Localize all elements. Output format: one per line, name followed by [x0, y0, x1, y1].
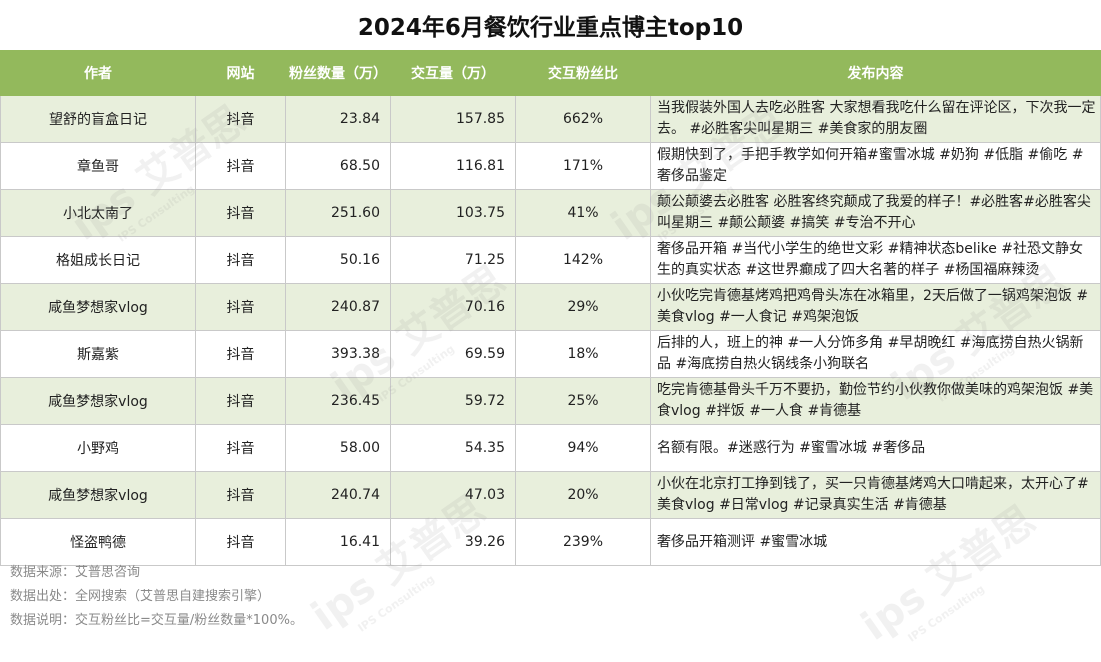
- table-row: 怪盗鸭德 抖音 16.41 39.26 239% 奢侈品开箱测评 #蜜雪冰城: [0, 518, 1101, 566]
- fans-cell: 16.41: [285, 518, 391, 566]
- column-header-author: 作者: [0, 50, 196, 96]
- interactions-cell: 59.72: [390, 377, 516, 425]
- site-cell: 抖音: [195, 142, 286, 190]
- author-cell: 章鱼哥: [0, 142, 196, 190]
- interactions-cell: 54.35: [390, 424, 516, 472]
- interactions-cell: 47.03: [390, 471, 516, 519]
- interactions-cell: 69.59: [390, 330, 516, 378]
- author-cell: 咸鱼梦想家vlog: [0, 377, 196, 425]
- table-row: 小野鸡 抖音 58.00 54.35 94% 名额有限。#迷惑行为 #蜜雪冰城 #奢侈品: [0, 424, 1101, 472]
- fans-cell: 50.16: [285, 236, 391, 284]
- table-row: 章鱼哥 抖音 68.50 116.81 171% 假期快到了，手把手教学如何开箱#蜜雪冰城…: [0, 142, 1101, 190]
- ratio-cell: 94%: [515, 424, 651, 472]
- content-cell: 小伙在北京打工挣到钱了，买一只肯德基烤鸡大口啃起来，太开心了#美食vlog #日…: [650, 471, 1101, 519]
- author-cell: 小北太南了: [0, 189, 196, 237]
- author-cell: 望舒的盲盒日记: [0, 95, 196, 143]
- site-cell: 抖音: [195, 330, 286, 378]
- interactions-cell: 71.25: [390, 236, 516, 284]
- table-row: 小北太南了 抖音 251.60 103.75 41% 颠公颠婆去必胜客 必胜客终究颠成了我…: [0, 189, 1101, 237]
- interactions-cell: 157.85: [390, 95, 516, 143]
- column-header-interactions: 交互量（万）: [390, 50, 516, 96]
- author-cell: 小野鸡: [0, 424, 196, 472]
- column-header-ratio: 交互粉丝比: [515, 50, 651, 96]
- footer-note: 数据说明：交互粉丝比=交互量/粉丝数量*100%。: [10, 613, 303, 628]
- table-row: 斯嘉紫 抖音 393.38 69.59 18% 后排的人，班上的神 #一人分饰多角 #早胡…: [0, 330, 1101, 378]
- author-cell: 咸鱼梦想家vlog: [0, 471, 196, 519]
- ratio-cell: 20%: [515, 471, 651, 519]
- blogger-table: 作者 网站 粉丝数量（万） 交互量（万） 交互粉丝比 发布内容 望舒的盲盒日记抖…: [0, 50, 1101, 566]
- ratio-cell: 171%: [515, 142, 651, 190]
- content-cell: 小伙吃完肯德基烤鸡把鸡骨头冻在冰箱里，2天后做了一锅鸡架泡饭 #美食vlog #…: [650, 283, 1101, 331]
- table-body: 望舒的盲盒日记 抖音 23.84 157.85 662% 当我假装外国人去吃必胜客 大家想…: [0, 95, 1101, 566]
- column-header-fans: 粉丝数量（万）: [285, 50, 391, 96]
- ratio-cell: 662%: [515, 95, 651, 143]
- author-cell: 斯嘉紫: [0, 330, 196, 378]
- ratio-cell: 239%: [515, 518, 651, 566]
- site-cell: 抖音: [195, 283, 286, 331]
- fans-cell: 58.00: [285, 424, 391, 472]
- table-row: 咸鱼梦想家vlog 抖音 240.74 47.03 20% 小伙在北京打工挣到钱了，买一只…: [0, 471, 1101, 519]
- ratio-cell: 29%: [515, 283, 651, 331]
- site-cell: 抖音: [195, 424, 286, 472]
- ratio-cell: 142%: [515, 236, 651, 284]
- fans-cell: 393.38: [285, 330, 391, 378]
- content-cell: 假期快到了，手把手教学如何开箱#蜜雪冰城 #奶狗 #低脂 #偷吃 #奢侈品鉴定: [650, 142, 1101, 190]
- column-header-site: 网站: [195, 50, 286, 96]
- site-cell: 抖音: [195, 236, 286, 284]
- fans-cell: 236.45: [285, 377, 391, 425]
- site-cell: 抖音: [195, 377, 286, 425]
- site-cell: 抖音: [195, 189, 286, 237]
- footer-notes: 数据来源：艾普思咨询 数据出处：全网搜索（艾普思自建搜索引擎） 数据说明：交互粉…: [10, 561, 303, 633]
- content-cell: 奢侈品开箱测评 #蜜雪冰城: [650, 518, 1101, 566]
- fans-cell: 240.87: [285, 283, 391, 331]
- content-cell: 颠公颠婆去必胜客 必胜客终究颠成了我爱的样子！#必胜客#必胜客尖叫星期三 #颠公…: [650, 189, 1101, 237]
- author-cell: 咸鱼梦想家vlog: [0, 283, 196, 331]
- table-header-row: 作者 网站 粉丝数量（万） 交互量（万） 交互粉丝比 发布内容: [0, 50, 1101, 96]
- interactions-cell: 116.81: [390, 142, 516, 190]
- footer-source: 数据来源：艾普思咨询: [10, 565, 141, 580]
- site-cell: 抖音: [195, 518, 286, 566]
- footer-origin: 数据出处：全网搜索（艾普思自建搜索引擎）: [10, 589, 271, 604]
- page-title: 2024年6月餐饮行业重点博主top10: [357, 15, 744, 41]
- fans-cell: 68.50: [285, 142, 391, 190]
- content-cell: 当我假装外国人去吃必胜客 大家想看我吃什么留在评论区，下次我一定去。 #必胜客尖…: [650, 95, 1101, 143]
- author-cell: 格姐成长日记: [0, 236, 196, 284]
- author-cell: 怪盗鸭德: [0, 518, 196, 566]
- site-cell: 抖音: [195, 95, 286, 143]
- ratio-cell: 18%: [515, 330, 651, 378]
- content-cell: 奢侈品开箱 #当代小学生的绝世文彩 #精神状态belike #社恐文静女生的真实…: [650, 236, 1101, 284]
- interactions-cell: 103.75: [390, 189, 516, 237]
- site-cell: 抖音: [195, 471, 286, 519]
- fans-cell: 240.74: [285, 471, 391, 519]
- fans-cell: 251.60: [285, 189, 391, 237]
- interactions-cell: 39.26: [390, 518, 516, 566]
- content-cell: 名额有限。#迷惑行为 #蜜雪冰城 #奢侈品: [650, 424, 1101, 472]
- fans-cell: 23.84: [285, 95, 391, 143]
- ratio-cell: 25%: [515, 377, 651, 425]
- table-row: 咸鱼梦想家vlog 抖音 240.87 70.16 29% 小伙吃完肯德基烤鸡把鸡骨头冻在…: [0, 283, 1101, 331]
- ratio-cell: 41%: [515, 189, 651, 237]
- content-cell: 后排的人，班上的神 #一人分饰多角 #早胡晚红 #海底捞自热火锅新品 #海底捞自…: [650, 330, 1101, 378]
- table-row: 望舒的盲盒日记 抖音 23.84 157.85 662% 当我假装外国人去吃必胜客 大家想…: [0, 95, 1101, 143]
- content-cell: 吃完肯德基骨头千万不要扔，勤俭节约小伙教你做美味的鸡架泡饭 #美食vlog #拌…: [650, 377, 1101, 425]
- interactions-cell: 70.16: [390, 283, 516, 331]
- table-row: 咸鱼梦想家vlog 抖音 236.45 59.72 25% 吃完肯德基骨头千万不要扔，勤俭…: [0, 377, 1101, 425]
- column-header-content: 发布内容: [650, 50, 1101, 96]
- table-row: 格姐成长日记 抖音 50.16 71.25 142% 奢侈品开箱 #当代小学生的绝世文彩 …: [0, 236, 1101, 284]
